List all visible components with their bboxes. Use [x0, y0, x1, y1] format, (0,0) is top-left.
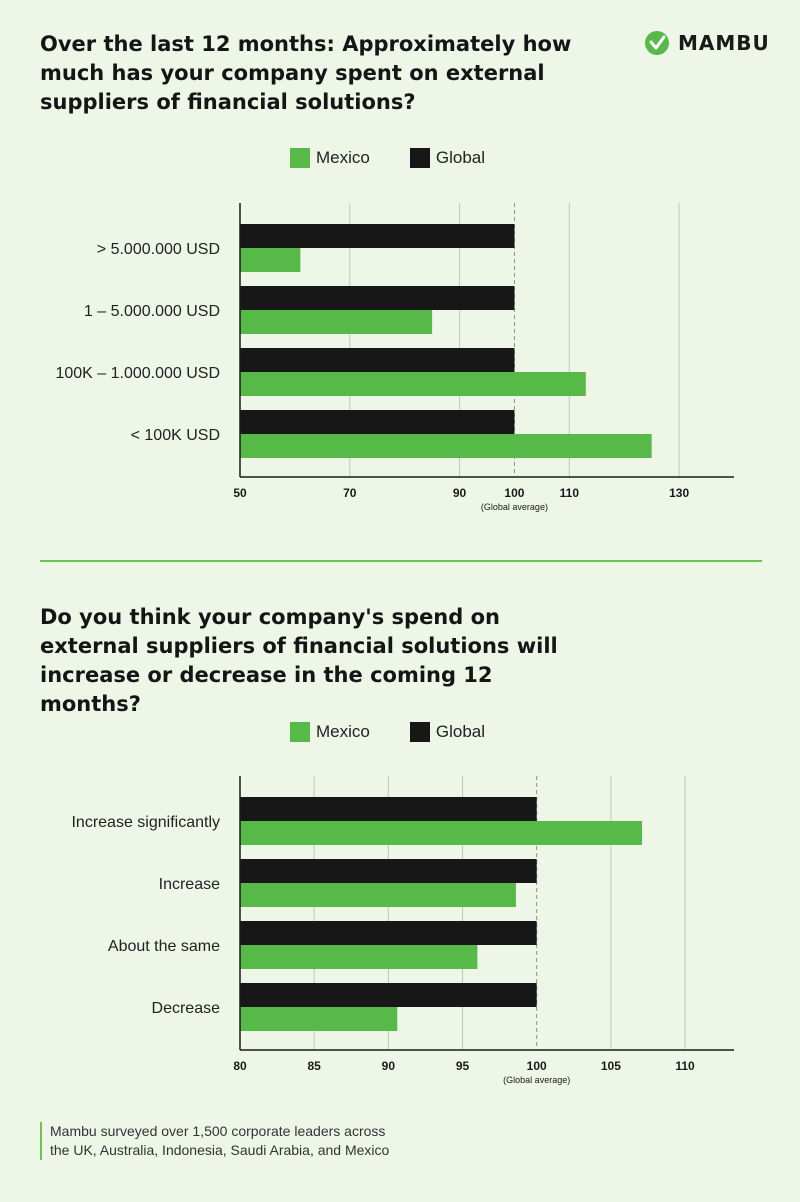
legend-label-mexico: Mexico: [316, 148, 370, 167]
x-tick-label: 95: [456, 1059, 470, 1073]
mambu-logo: MAMBU: [644, 30, 770, 56]
bar-mexico: [240, 883, 516, 907]
logo-text: MAMBU: [678, 31, 770, 55]
legend-swatch-global: [409, 148, 430, 168]
legend-swatch-global: [409, 722, 430, 742]
bar-global: [240, 797, 537, 821]
bar-mexico: [240, 372, 586, 396]
x-tick-label: 110: [560, 486, 580, 500]
legend-item-global: Global: [409, 148, 485, 168]
category-label: < 100K USD: [131, 427, 220, 444]
category-label: Increase significantly: [71, 814, 220, 831]
legend-swatch-mexico: [290, 722, 310, 742]
category-label: 1 – 5.000.000 USD: [84, 303, 220, 320]
x-tick-label: 90: [453, 486, 467, 500]
footnote-line-2: the UK, Australia, Indonesia, Saudi Arab…: [50, 1142, 390, 1158]
bar-mexico: [240, 310, 433, 334]
category-label: About the same: [108, 938, 220, 955]
x-tick-label: 130: [669, 486, 689, 500]
chart2-legend: Mexico Global: [290, 721, 525, 743]
x-tick-label: 100: [504, 486, 524, 500]
chart1-plot: > 5.000.000 USD 1 – 5.000.000 USD 100K – 1…: [55, 203, 734, 512]
legend-item-mexico: Mexico: [290, 722, 370, 742]
survey-footnote: Mambu surveyed over 1,500 corporate lead…: [40, 1122, 389, 1160]
x-tick-label: 90: [382, 1059, 396, 1073]
chart1-legend: Mexico Global: [290, 147, 525, 169]
bar-global: [240, 921, 537, 945]
bar-global: [240, 224, 515, 248]
x-tick-label: 110: [675, 1059, 695, 1073]
bar-mexico: [240, 945, 478, 969]
category-label: 100K – 1.000.000 USD: [55, 365, 220, 382]
legend-label-mexico: Mexico: [316, 722, 370, 741]
bar-mexico: [240, 248, 301, 272]
global-average-label: (Global average): [481, 502, 548, 512]
legend-label-global: Global: [435, 148, 485, 167]
section-divider: [40, 560, 762, 562]
legend-swatch-mexico: [290, 148, 310, 168]
footnote-line-1: Mambu surveyed over 1,500 corporate lead…: [50, 1123, 386, 1139]
x-tick-label: 80: [233, 1059, 247, 1073]
category-label: > 5.000.000 USD: [97, 241, 220, 258]
category-label: Increase: [159, 876, 220, 893]
bar-mexico: [240, 821, 643, 845]
chart1-title: Over the last 12 months: Approximately h…: [40, 32, 572, 114]
global-average-label: (Global average): [503, 1075, 570, 1085]
x-tick-label: 50: [233, 486, 247, 500]
x-tick-label: 105: [601, 1059, 621, 1073]
legend-label-global: Global: [435, 722, 485, 741]
bar-global: [240, 983, 537, 1007]
bar-global: [240, 859, 537, 883]
legend-item-mexico: Mexico: [290, 148, 370, 168]
bar-mexico: [240, 1007, 398, 1031]
bar-global: [240, 410, 515, 434]
chart2-plot: Increase significantly Increase About the …: [71, 776, 734, 1085]
category-label: Decrease: [152, 1000, 221, 1017]
x-tick-label: 70: [343, 486, 357, 500]
mambu-leaf-icon: [645, 31, 669, 55]
legend-item-global: Global: [409, 722, 485, 742]
x-tick-label: 100: [527, 1059, 547, 1073]
bar-global: [240, 348, 515, 372]
chart2-title: Do you think your company's spend on ext…: [40, 605, 558, 716]
x-tick-label: 85: [307, 1059, 321, 1073]
bar-mexico: [240, 434, 652, 458]
bar-global: [240, 286, 515, 310]
